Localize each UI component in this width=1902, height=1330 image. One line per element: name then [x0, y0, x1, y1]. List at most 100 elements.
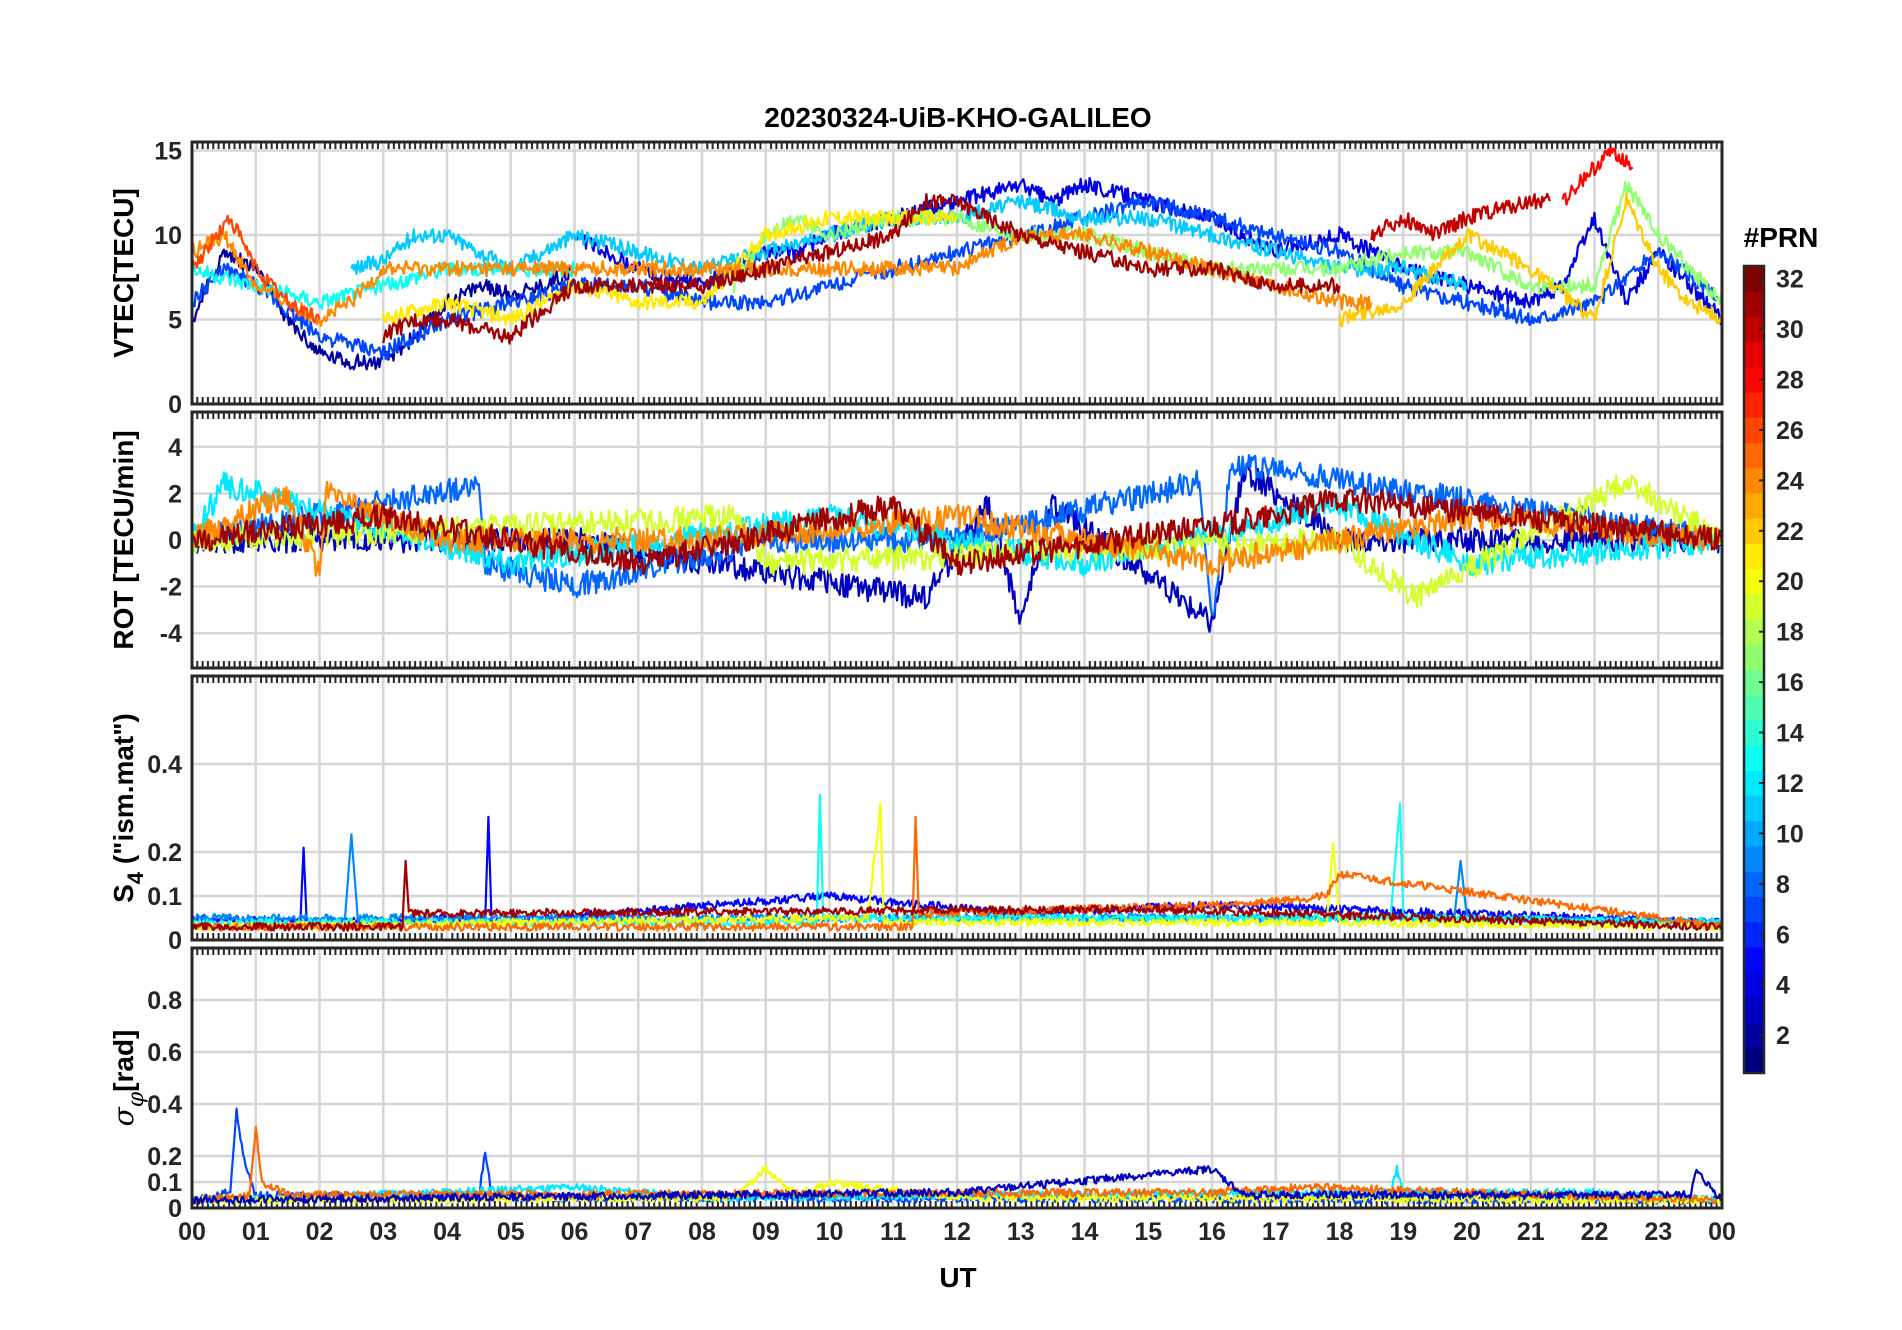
colorbar-segment: [1744, 442, 1764, 469]
x-tick-label: 14: [1071, 1218, 1099, 1246]
colorbar-segment: [1744, 593, 1764, 620]
series-line-prn-30: [1370, 192, 1551, 242]
colorbar-segment: [1744, 946, 1764, 973]
y-axis-label: ROT [TECU/min]: [108, 430, 139, 649]
y-tick-label: 0: [168, 927, 182, 955]
colorbar-segment: [1744, 366, 1764, 393]
colorbar-tick-label: 12: [1776, 770, 1804, 798]
y-tick-label: 0.1: [147, 883, 182, 911]
x-tick-label: 16: [1198, 1218, 1226, 1246]
series-line-prn-25: [190, 815, 1723, 932]
colorbar-tick-label: 8: [1776, 871, 1790, 899]
series-line-prn-28: [1561, 146, 1634, 206]
series-group: [190, 146, 1724, 371]
x-tick-label: 00: [1708, 1218, 1736, 1246]
chart-title: 20230324-UiB-KHO-GALILEO: [764, 102, 1151, 133]
colorbar-segment: [1744, 291, 1764, 317]
series-line-prn-24: [190, 480, 1723, 577]
colorbar-title: #PRN: [1744, 222, 1819, 253]
series-line-prn-19: [190, 474, 1723, 609]
x-tick-label: 00: [178, 1218, 206, 1246]
x-tick-label: 15: [1134, 1218, 1162, 1246]
series-line-prn-13: [190, 793, 1723, 928]
y-tick-label: 0.1: [147, 1169, 182, 1197]
series-line-prn-21: [382, 209, 958, 326]
y-tick-label: -2: [160, 574, 182, 602]
colorbar-tick-label: 18: [1776, 619, 1804, 647]
y-tick-label: 0.4: [147, 751, 182, 779]
x-tick-label: 17: [1262, 1218, 1290, 1246]
colorbar-segment: [1744, 341, 1764, 368]
colorbar-segment: [1744, 795, 1764, 822]
y-tick-label: 4: [168, 434, 182, 462]
y-axis-label: VTEC[TECU]: [108, 188, 139, 358]
x-tick-label: 04: [433, 1218, 461, 1246]
series-group: [190, 793, 1724, 932]
y-tick-label: 0.8: [147, 987, 182, 1015]
grid: [190, 676, 1724, 942]
y-axis-label: σφ[rad]: [107, 1030, 149, 1127]
series-line-prn-20: [191, 1164, 1724, 1206]
colorbar-segment: [1744, 669, 1764, 696]
x-tick-label: 12: [943, 1218, 971, 1246]
series-line-prn-31: [190, 487, 1724, 576]
series-line-prn-31: [191, 859, 1723, 932]
colorbar-tick-label: 28: [1776, 366, 1804, 394]
colorbar-tick-label: 20: [1776, 568, 1804, 596]
colorbar-tick-label: 6: [1776, 921, 1790, 949]
y-tick-label: 0.2: [147, 839, 182, 867]
x-axis-label: UT: [939, 1262, 976, 1293]
colorbar-segment: [1744, 1022, 1764, 1049]
series-line-prn-31: [382, 193, 1341, 345]
x-tick-label: 19: [1389, 1218, 1417, 1246]
series-group: [190, 1107, 1724, 1206]
series-line-prn-7: [191, 195, 1724, 361]
colorbar-segment: [1744, 266, 1764, 292]
series-line-prn-3: [190, 1165, 1723, 1206]
colorbar-segment: [1744, 518, 1764, 544]
colorbar-segment: [1744, 719, 1764, 746]
x-tick-label: 10: [816, 1218, 844, 1246]
axes-frame: [190, 410, 1724, 670]
colorbar-tick-label: 10: [1776, 820, 1804, 848]
x-tick-label: 06: [561, 1218, 589, 1246]
colorbar-segment: [1744, 492, 1764, 519]
colorbar-segment: [1744, 896, 1764, 923]
axes-frame: [190, 674, 1724, 942]
y-tick-label: 0.6: [147, 1039, 182, 1067]
colorbar-segment: [1744, 745, 1764, 771]
x-tick-label: 09: [752, 1218, 780, 1246]
series-group: [190, 454, 1724, 633]
colorbar-segment: [1744, 467, 1764, 494]
colorbar-segment: [1744, 316, 1764, 343]
colorbar-segment: [1744, 392, 1764, 418]
series-line-prn-26: [190, 214, 321, 323]
y-tick-label: 0.2: [147, 1143, 182, 1171]
x-tick-labels: 00 01 02 03 04 05 06 07 08 09 10 11 12 13 14 15 16 17 18 19…: [178, 1218, 1736, 1246]
colorbar-segment: [1744, 972, 1764, 998]
colorbar-segment: [1744, 543, 1764, 570]
colorbar-frame: [1742, 264, 1766, 1075]
colorbar-tick-label: 4: [1776, 972, 1790, 1000]
colorbar-tick-label: 14: [1776, 720, 1804, 748]
x-tick-label: 18: [1326, 1218, 1354, 1246]
colorbar-segment: [1744, 921, 1764, 948]
colorbar-tick-label: 30: [1776, 316, 1804, 344]
x-tick-label: 03: [369, 1218, 397, 1246]
y-tick-label: 5: [168, 306, 182, 334]
x-tick-label: 11: [880, 1218, 907, 1246]
x-tick-label: 22: [1581, 1218, 1609, 1246]
x-tick-label: 08: [688, 1218, 716, 1246]
panel-2: 0 0.1 0.2 0.4S4 ("ism.mat"): [108, 674, 1724, 955]
x-tick-label: 05: [497, 1218, 525, 1246]
colorbar-segment: [1744, 820, 1764, 847]
series-line-prn-24: [190, 226, 1373, 327]
series-line-prn-4: [573, 176, 1724, 326]
panel-1: -4 -2 0 2 4 ROT [TECU/min]: [108, 410, 1724, 670]
colorbar-segment: [1744, 619, 1764, 645]
colorbar-segment: [1744, 568, 1764, 595]
axes-frame: [190, 140, 1724, 406]
y-tick-label: 0: [168, 1195, 182, 1223]
